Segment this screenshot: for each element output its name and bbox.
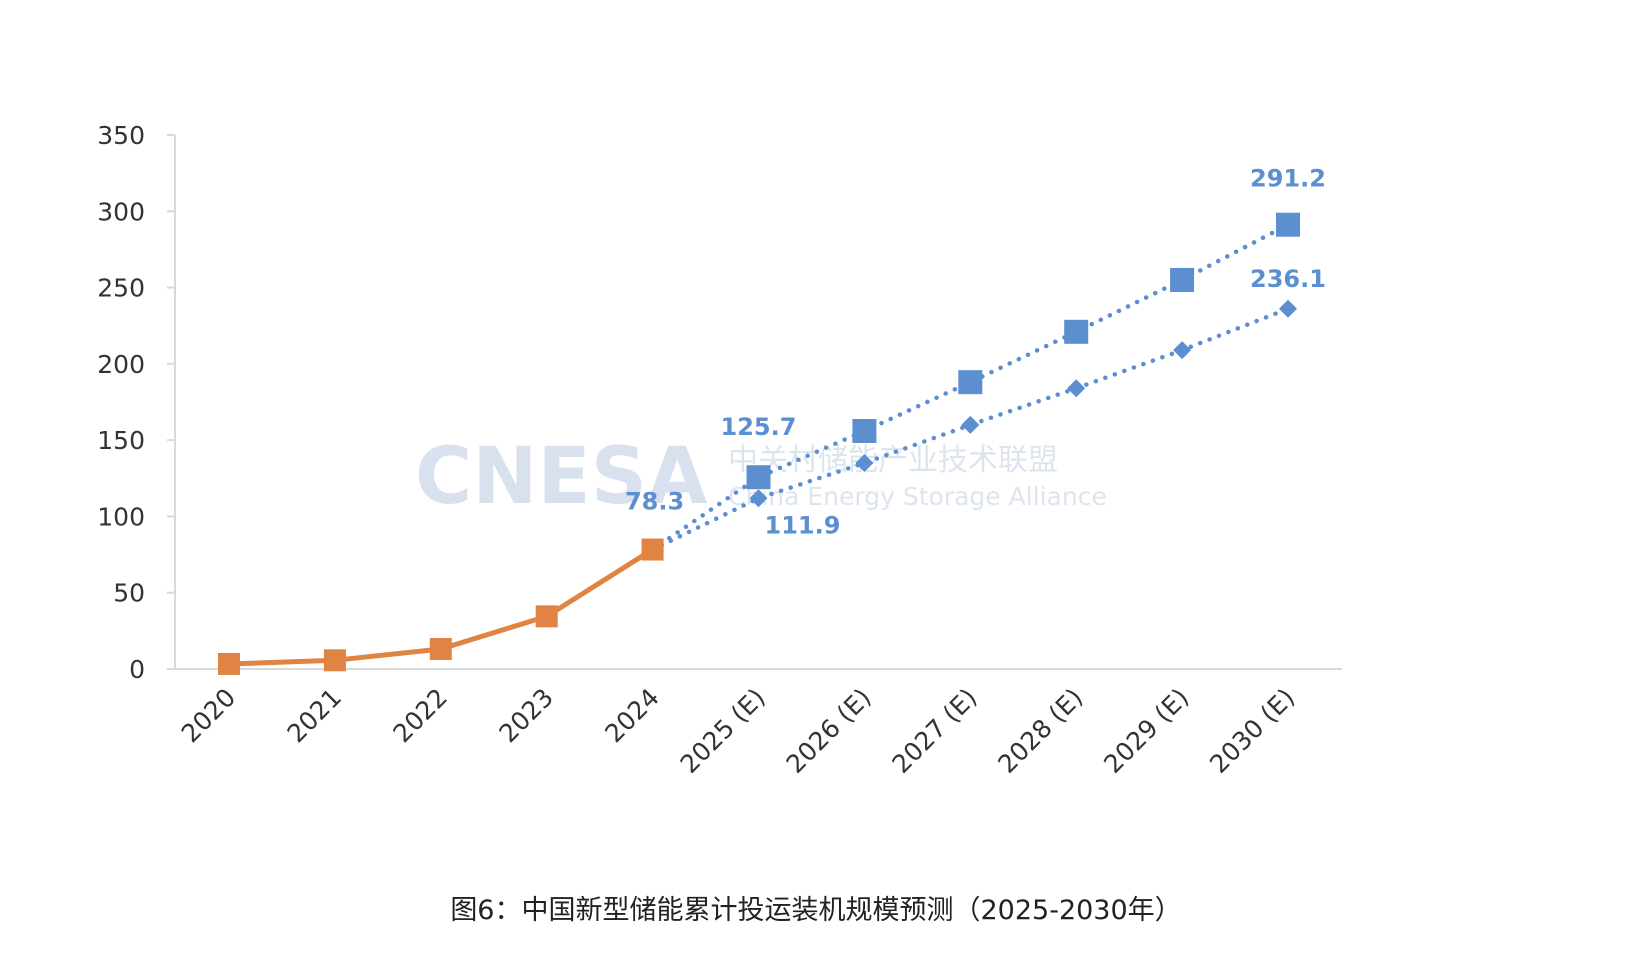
x-tick-label: 2023	[493, 683, 558, 748]
y-tick-label: 0	[129, 655, 145, 684]
data-point-square	[429, 638, 452, 661]
data-point-square	[746, 465, 771, 490]
svg-text:中关村储能产业技术联盟: 中关村储能产业技术联盟	[728, 443, 1058, 478]
x-tick-label: 2029 (E)	[1098, 683, 1194, 779]
x-tick-label: 2021	[282, 683, 347, 748]
data-point-diamond	[749, 489, 768, 508]
data-point-diamond	[855, 454, 874, 473]
data-point-diamond	[1173, 341, 1192, 360]
svg-text:China Energy Storage Alliance: China Energy Storage Alliance	[728, 482, 1107, 511]
data-label: 125.7	[721, 413, 797, 441]
data-point-square	[641, 538, 664, 561]
x-tick-label: 2020	[176, 683, 241, 748]
y-tick-label: 50	[113, 579, 145, 608]
data-point-square	[218, 652, 240, 675]
y-tick-label: 250	[97, 274, 145, 303]
y-tick-label: 350	[97, 121, 145, 150]
y-tick-label: 150	[97, 426, 145, 455]
data-point-square	[323, 649, 346, 672]
svg-text:CNESA: CNESA	[415, 432, 707, 522]
x-tick-label: 2022	[388, 683, 453, 748]
data-label: 291.2	[1250, 165, 1326, 193]
data-point-square	[1064, 319, 1089, 344]
data-point-diamond	[961, 415, 980, 434]
data-point-diamond	[1067, 379, 1086, 398]
data-label: 78.3	[625, 488, 684, 516]
x-tick-label: 2026 (E)	[781, 683, 877, 779]
x-tick-label: 2027 (E)	[886, 683, 982, 779]
data-point-square	[852, 418, 877, 443]
y-tick-label: 300	[97, 197, 145, 226]
x-tick-label: 2030 (E)	[1204, 683, 1300, 779]
figure-caption: 图6：中国新型储能累计投运装机规模预测（2025-2030年）	[450, 895, 1182, 926]
x-tick-label: 2024	[599, 683, 664, 748]
data-point-diamond	[1279, 299, 1297, 318]
data-point-square	[1170, 267, 1195, 292]
data-label: 111.9	[765, 511, 841, 539]
data-label: 236.1	[1250, 265, 1326, 293]
y-tick-label: 100	[97, 502, 145, 531]
x-tick-label: 2025 (E)	[675, 683, 771, 779]
y-tick-label: 200	[97, 350, 145, 379]
data-point-square	[958, 370, 983, 395]
data-point-square	[1276, 212, 1300, 237]
x-tick-label: 2028 (E)	[992, 683, 1088, 779]
data-point-square	[535, 605, 558, 628]
